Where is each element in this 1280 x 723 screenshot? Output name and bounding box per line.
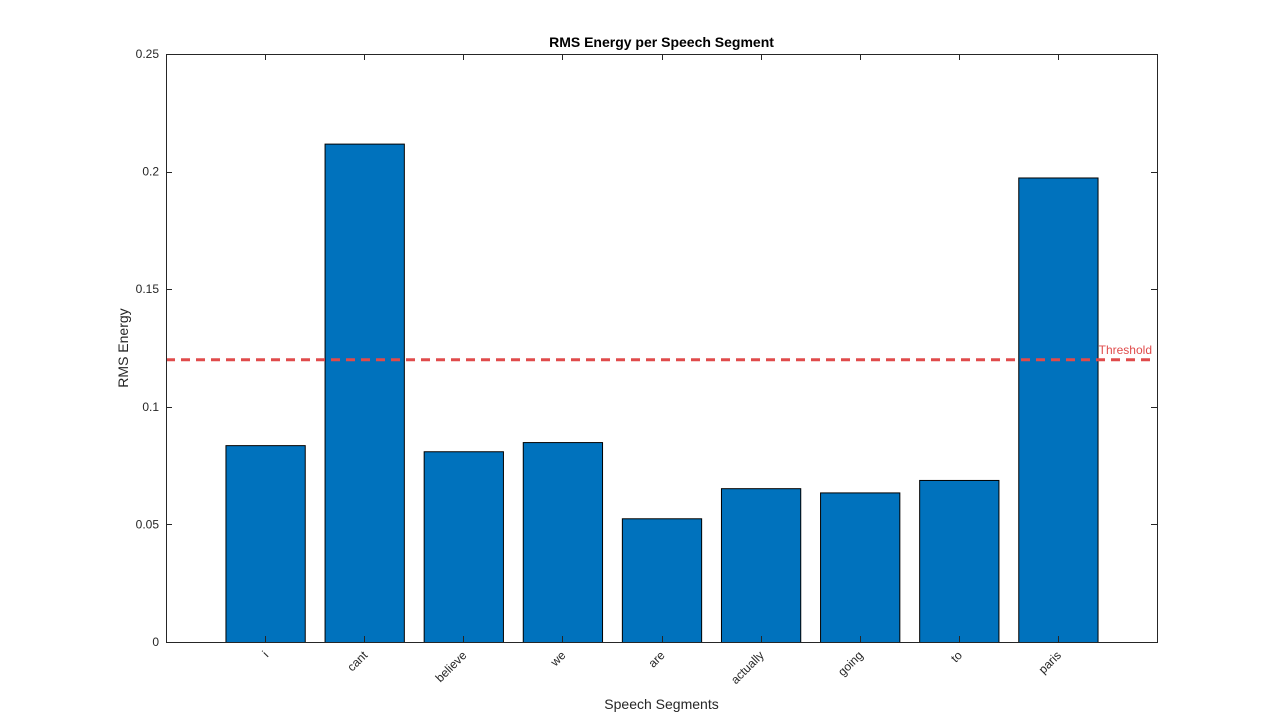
y-axis-label: RMS Energy [115,308,131,387]
bar-going [820,492,901,644]
y-tick-label: 0.25 [136,47,160,61]
bar-paris [1018,177,1099,643]
y-tick-label: 0.15 [136,282,160,296]
bar-to [919,479,1000,643]
y-tick-label: 0.1 [142,400,159,414]
bar-we [522,442,604,643]
y-tick-label: 0.2 [142,165,159,179]
bar-are [621,518,703,643]
bar-believe [423,451,504,643]
x-tick-label: believe [433,648,470,685]
x-tick-label: are [645,648,667,670]
bar-actually [720,488,802,643]
x-tick-label: to [948,648,965,665]
x-tick-label: paris [1036,648,1064,676]
bars-layer [225,143,1099,644]
x-tick-label: cant [344,648,370,674]
y-tick-label: 0 [152,635,159,649]
bar-i [225,445,306,643]
x-tick-label: actually [728,648,767,687]
x-axis-label: Speech Segments [604,696,718,712]
bar-cant [324,143,405,643]
x-tick-label: going [835,648,866,679]
x-tick-label: i [259,648,271,660]
chart-title: RMS Energy per Speech Segment [549,34,774,50]
threshold-label: Threshold [1099,343,1152,357]
x-tick-label: we [547,648,569,670]
y-tick-label: 0.05 [136,517,160,531]
